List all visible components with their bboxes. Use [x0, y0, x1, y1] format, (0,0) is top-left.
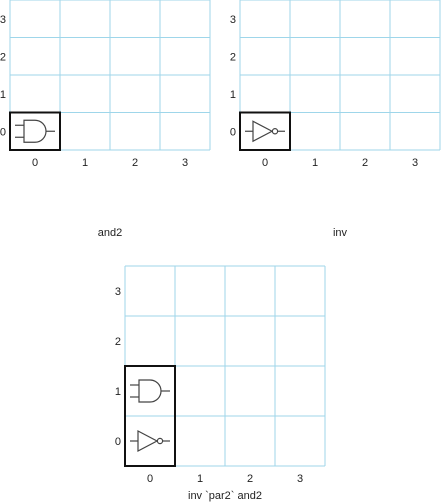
inverter-icon — [130, 430, 170, 452]
x-tick-label: 1 — [197, 473, 203, 485]
x-tick-label: 2 — [247, 473, 253, 485]
x-tick-label: 2 — [132, 157, 138, 169]
x-tick-label: 2 — [362, 157, 368, 169]
component-frame — [124, 365, 176, 467]
x-tick-label: 3 — [412, 157, 418, 169]
x-tick-label: 3 — [297, 473, 303, 485]
and2-icon — [15, 119, 55, 143]
y-tick-label: 3 — [230, 14, 236, 26]
panel-inv: 3 2 1 0 0 1 2 3 inv — [230, 0, 441, 239]
y-tick-label: 2 — [0, 51, 6, 63]
x-tick-label: 3 — [182, 157, 188, 169]
x-tick-label: 0 — [32, 157, 38, 169]
component-frame — [9, 111, 61, 151]
y-tick-label: 3 — [115, 286, 121, 298]
y-tick-label: 1 — [115, 386, 121, 398]
y-tick-label: 3 — [0, 14, 6, 26]
y-tick-label: 1 — [230, 89, 236, 101]
x-tick-label: 1 — [82, 157, 88, 169]
x-tick-label: 0 — [147, 473, 153, 485]
x-tick-label: 0 — [262, 157, 268, 169]
y-tick-label: 0 — [230, 126, 236, 138]
panel-caption: and2 — [98, 227, 122, 239]
grid-lines — [239, 0, 441, 151]
component-frame — [239, 111, 291, 151]
y-tick-label: 1 — [0, 89, 6, 101]
y-tick-label: 0 — [115, 436, 121, 448]
panel-caption: inv — [333, 227, 348, 239]
and2-icon — [130, 379, 170, 403]
y-tick-label: 2 — [115, 336, 121, 348]
y-tick-label: 0 — [0, 126, 6, 138]
grid-lines — [9, 0, 211, 151]
inverter-icon — [245, 120, 285, 143]
panel-and2: 3 2 1 0 0 1 2 3 and2 — [0, 0, 211, 239]
panel-inv-par2-and2: 3 2 1 0 0 1 2 3 inv `par2` and2 — [115, 265, 326, 502]
x-tick-label: 1 — [312, 157, 318, 169]
y-tick-label: 2 — [230, 51, 236, 63]
panel-caption: inv `par2` and2 — [188, 490, 262, 502]
